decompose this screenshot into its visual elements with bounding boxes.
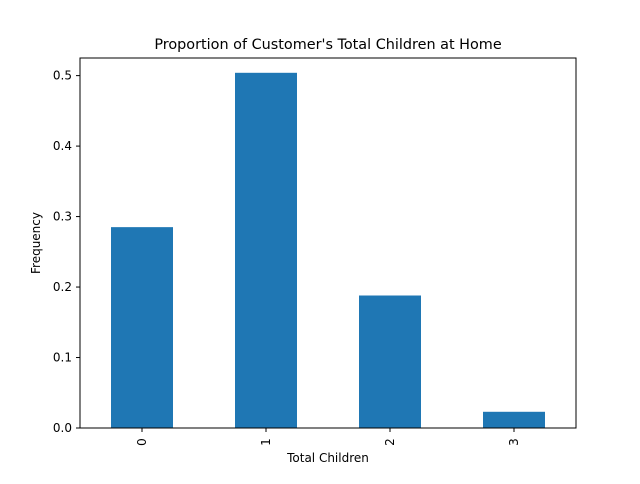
x-tick-label: 3 [507,438,521,446]
y-tick-label: 0.1 [53,351,72,365]
chart-title: Proportion of Customer's Total Children … [154,37,502,53]
x-tick-label: 2 [383,438,397,446]
bar-2 [359,295,421,428]
y-axis-label: Frequency [29,212,43,274]
x-axis-label: Total Children [286,451,369,465]
x-axis-ticks: 0 1 2 3 [135,428,521,446]
y-tick-label: 0.3 [53,210,72,224]
y-tick-label: 0.0 [53,421,72,435]
bars-layer [111,72,545,429]
y-axis-ticks: 0.0 0.1 0.2 0.3 0.4 0.5 [53,69,80,435]
bar-0 [111,227,173,428]
y-tick-label: 0.4 [53,139,72,153]
x-tick-label: 0 [135,438,149,446]
y-tick-label: 0.2 [53,280,72,294]
bar-1 [235,72,297,429]
y-tick-label: 0.5 [53,69,72,83]
bar-3 [483,411,545,428]
axes-frame [79,57,577,429]
x-tick-label: 1 [259,438,273,446]
